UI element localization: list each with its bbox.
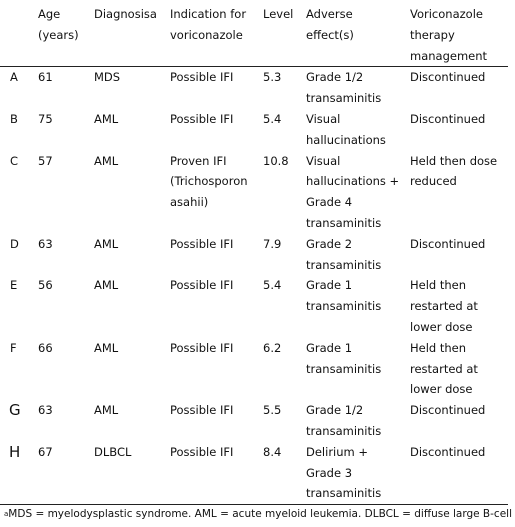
cell-diagnosis: AML — [94, 340, 119, 355]
cell-management: Discontinued — [410, 236, 486, 251]
row-id: A — [10, 70, 18, 85]
cell-adverse-effects: Grade 1/2 transaminitis — [306, 70, 382, 106]
table-row: C 57 AML Proven IFI (Trichosporon asahii… — [0, 151, 508, 234]
cell-management: Discontinued — [410, 70, 486, 85]
cell-adverse-effects: Visual hallucinations — [306, 111, 386, 147]
cell-management: Discontinued — [410, 441, 508, 506]
header-diagnosis: Diagnosisa — [94, 4, 170, 68]
cell-level: 5.4 — [263, 111, 282, 126]
cell-adverse-effects: Grade 1 transaminitis — [306, 278, 382, 314]
cell-level: 10.8 — [263, 153, 289, 168]
cell-management: Held then dose reduced — [410, 153, 498, 189]
cell-adverse-effects: Grade 2 transaminitis — [306, 236, 382, 272]
table-row: D 63 AML Possible IFI 7.9 Grade 2 transa… — [0, 234, 508, 276]
cell-management: Held then restarted at lower dose — [410, 340, 478, 397]
cell-indication: Proven IFI (Trichosporon asahii) — [170, 153, 248, 210]
cell-age: 67 — [38, 441, 94, 506]
cell-adverse-effects: Grade 1 transaminitis — [306, 340, 382, 376]
footnote-marker: a — [4, 510, 9, 518]
cell-adverse-effects: Grade 1/2 transaminitis — [306, 403, 382, 438]
header-age: Age (years) — [38, 4, 94, 68]
cell-level: 7.9 — [263, 236, 282, 251]
adverse-events-table: Age (years) Diagnosisa Indication for vo… — [0, 4, 508, 506]
cell-diagnosis: DLBCL — [94, 441, 170, 506]
table-row: G 63 AML Possible IFI 5.5 Grade 1/2 tran… — [0, 400, 508, 442]
cell-adverse-effects: Visual hallucinations + Grade 4 transami… — [306, 153, 400, 230]
header-indication: Indication for voriconazole — [170, 4, 263, 68]
cell-age: 61 — [38, 70, 53, 85]
cell-indication: Possible IFI — [170, 278, 234, 293]
cell-management: Held then restarted at lower dose — [410, 278, 478, 334]
cell-age: 56 — [38, 278, 53, 293]
row-id: C — [10, 153, 19, 168]
cell-level: 8.4 — [263, 441, 306, 506]
cell-adverse-effects: Delirium + Grade 3 transaminitis — [306, 441, 410, 506]
cell-indication: Possible IFI — [170, 236, 234, 251]
header-level: Level — [263, 4, 306, 68]
cell-diagnosis: AML — [94, 403, 119, 418]
cell-age: 57 — [38, 153, 53, 168]
footnote-text: MDS = myelodysplastic syndrome. AML = ac… — [8, 508, 512, 520]
header-id — [0, 4, 38, 68]
cell-level: 5.4 — [263, 278, 282, 293]
cell-age: 63 — [38, 403, 53, 418]
cell-diagnosis: MDS — [94, 70, 121, 85]
cell-level: 5.3 — [263, 70, 282, 85]
cell-indication: Possible IFI — [170, 70, 234, 85]
cell-diagnosis: AML — [94, 153, 119, 168]
table-row: F 66 AML Possible IFI 6.2 Grade 1 transa… — [0, 338, 508, 400]
cell-age: 63 — [38, 236, 53, 251]
cell-level: 6.2 — [263, 340, 282, 355]
cell-indication: Possible IFI — [170, 340, 234, 355]
table-row: A 61 MDS Possible IFI 5.3 Grade 1/2 tran… — [0, 67, 508, 109]
row-id: H — [0, 441, 38, 506]
row-id: D — [10, 236, 19, 251]
cell-management: Discontinued — [410, 403, 486, 418]
table-row: E 56 AML Possible IFI 5.4 Grade 1 transa… — [0, 275, 508, 337]
cell-management: Discontinued — [410, 111, 486, 126]
cell-diagnosis: AML — [94, 236, 119, 251]
row-id: G — [9, 401, 21, 420]
table-row: H 67 DLBCL Possible IFI 8.4 Delirium + G… — [0, 441, 508, 506]
cell-level: 5.5 — [263, 403, 282, 418]
row-id: E — [10, 278, 18, 293]
cell-diagnosis: AML — [94, 278, 119, 293]
header-management: Voriconazole therapy management — [410, 4, 508, 68]
row-id: B — [10, 111, 18, 126]
table-header-row: Age (years) Diagnosisa Indication for vo… — [0, 4, 508, 68]
cell-indication: Possible IFI — [170, 441, 263, 506]
cell-age: 66 — [38, 340, 53, 355]
cell-diagnosis: AML — [94, 111, 119, 126]
table-footnote: aMDS = myelodysplastic syndrome. AML = a… — [4, 507, 514, 521]
cell-indication: Possible IFI — [170, 111, 234, 126]
header-adverse-effects: Adverse effect(s) — [306, 4, 410, 68]
table-row: B 75 AML Possible IFI 5.4 Visual halluci… — [0, 109, 508, 151]
cell-indication: Possible IFI — [170, 403, 234, 418]
row-id: F — [10, 340, 17, 355]
cell-age: 75 — [38, 111, 53, 126]
